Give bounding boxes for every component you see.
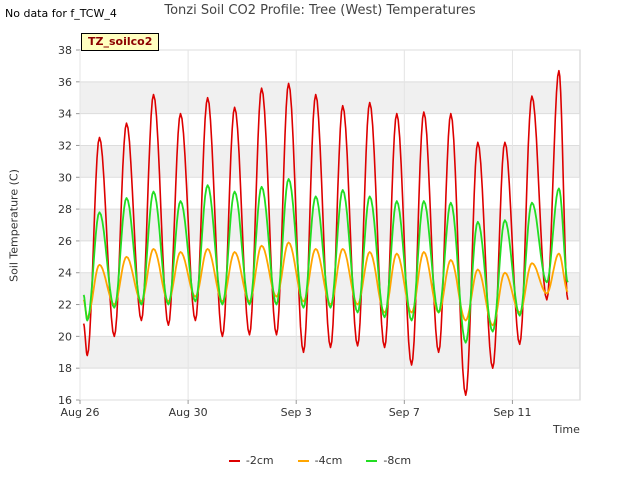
- y-tick-label: 26: [58, 235, 72, 248]
- x-tick-label: Sep 3: [281, 406, 312, 419]
- x-tick-label: Sep 11: [493, 406, 531, 419]
- x-axis-label: Time: [553, 423, 580, 436]
- y-tick-label: 18: [58, 362, 72, 375]
- y-tick-label: 32: [58, 139, 72, 152]
- no-data-message: No data for f_TCW_4: [5, 7, 117, 20]
- legend-swatch-2cm: [228, 459, 240, 462]
- y-tick-label: 24: [58, 267, 72, 280]
- legend-item-4cm[interactable]: -4cm: [297, 454, 343, 467]
- grid-band: [80, 209, 580, 241]
- y-axis-ticks: 16 18 20 22 24 26 28 30 32 34 36 38: [58, 44, 580, 407]
- grid-band: [80, 336, 580, 369]
- x-tick-label: Sep 7: [389, 406, 420, 419]
- series-lines: [82, 69, 569, 397]
- series-line-minus-8cm: [82, 177, 569, 344]
- legend-item-2cm[interactable]: -2cm: [228, 454, 274, 467]
- legend-swatch-8cm: [366, 459, 378, 462]
- x-tick-label: Aug 26: [61, 406, 100, 419]
- y-tick-label: 38: [58, 44, 72, 57]
- series-line-minus-2cm: [82, 69, 569, 397]
- legend-swatch-4cm: [297, 459, 309, 462]
- y-tick-label: 30: [58, 171, 72, 184]
- legend-label-2cm: -2cm: [245, 454, 274, 467]
- grid-band: [80, 145, 580, 178]
- y-tick-label: 22: [58, 299, 72, 312]
- y-tick-label: 20: [58, 330, 72, 343]
- plot-background-bands: [80, 81, 580, 369]
- grid-band: [80, 81, 580, 114]
- y-tick-label: 16: [58, 394, 72, 407]
- station-badge[interactable]: TZ_soilco2: [81, 33, 160, 51]
- legend-label-8cm: -8cm: [383, 454, 412, 467]
- grid-band: [80, 272, 580, 305]
- y-axis-label: Soil Temperature (C): [7, 169, 21, 282]
- y-tick-label: 36: [58, 76, 72, 89]
- y-tick-label: 34: [58, 108, 72, 121]
- legend-item-8cm[interactable]: -8cm: [366, 454, 411, 467]
- legend-label-4cm: -4cm: [314, 454, 343, 467]
- legend: -2cm -4cm -8cm: [0, 454, 640, 467]
- x-tick-label: Aug 30: [169, 406, 208, 419]
- y-tick-label: 28: [58, 203, 72, 216]
- chart-title: Tonzi Soil CO2 Profile: Tree (West) Temp…: [164, 3, 476, 18]
